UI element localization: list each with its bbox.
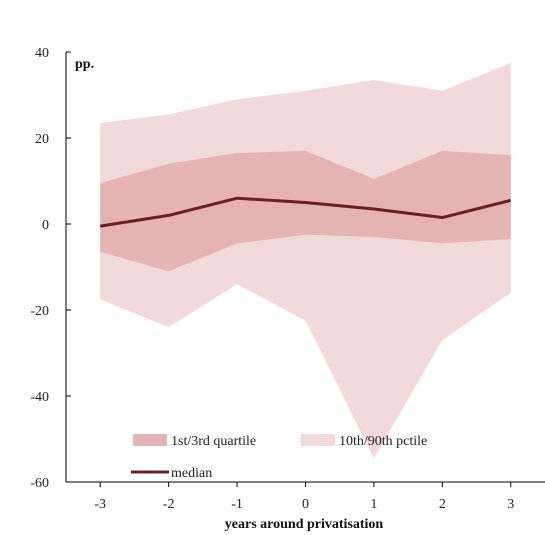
band-quartile xyxy=(100,150,511,272)
y-tick-label: -40 xyxy=(30,390,49,405)
x-tick-label: 3 xyxy=(507,497,514,512)
y-tick-label: 0 xyxy=(42,218,49,233)
legend: 1st/3rd quartile 10th/90th pctile median xyxy=(131,434,427,481)
median-line xyxy=(99,196,512,228)
legend-label-quartile: 1st/3rd quartile xyxy=(171,434,256,449)
bands-layer xyxy=(100,62,511,459)
legend-swatch-quartile xyxy=(133,434,167,446)
x-tick-label: -1 xyxy=(231,497,243,512)
x-tick-label: 2 xyxy=(439,497,446,512)
x-ticks: -3 -2 -1 0 1 2 3 xyxy=(94,482,514,512)
y-tick-label: -60 xyxy=(30,476,49,491)
x-tick-label: -2 xyxy=(163,497,175,512)
legend-label-pctile: 10th/90th pctile xyxy=(339,434,427,449)
x-axis-title: years around privatisation xyxy=(225,517,384,532)
y-tick-label: 20 xyxy=(35,132,49,147)
x-tick-label: 0 xyxy=(302,497,309,512)
legend-label-median: median xyxy=(171,466,212,481)
y-ticks: -60 -40 -20 0 20 40 xyxy=(30,46,71,491)
x-tick-label: -3 xyxy=(94,497,106,512)
unit-label: pp. xyxy=(75,57,94,72)
median-layer xyxy=(99,196,512,228)
legend-swatch-pctile xyxy=(301,434,335,446)
y-tick-label: 40 xyxy=(35,46,49,61)
y-tick-label: -20 xyxy=(30,304,49,319)
x-tick-label: 1 xyxy=(370,497,377,512)
